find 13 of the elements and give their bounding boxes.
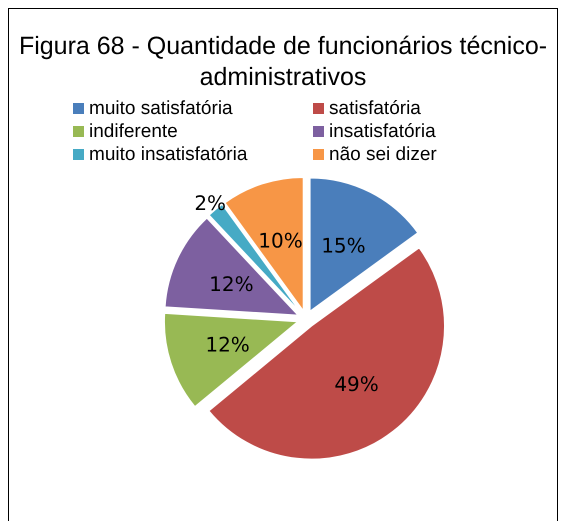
legend-label: muito satisfatória bbox=[89, 97, 233, 120]
data-label: 10% bbox=[258, 228, 303, 253]
data-label: 12% bbox=[209, 272, 254, 296]
legend-label: indiferente bbox=[89, 120, 178, 143]
chart-title: Figura 68 - Quantidade de funcionários técnico-administrativos bbox=[18, 31, 548, 93]
data-label: 15% bbox=[321, 234, 366, 258]
legend-label: não sei dizer bbox=[329, 143, 437, 166]
data-label: 49% bbox=[334, 372, 379, 396]
data-label: 2% bbox=[194, 191, 226, 216]
legend-label: insatisfatória bbox=[329, 120, 436, 143]
legend-label: muito insatisfatória bbox=[89, 143, 248, 166]
legend-label: satisfatória bbox=[329, 97, 421, 120]
data-label: 12% bbox=[205, 332, 250, 356]
